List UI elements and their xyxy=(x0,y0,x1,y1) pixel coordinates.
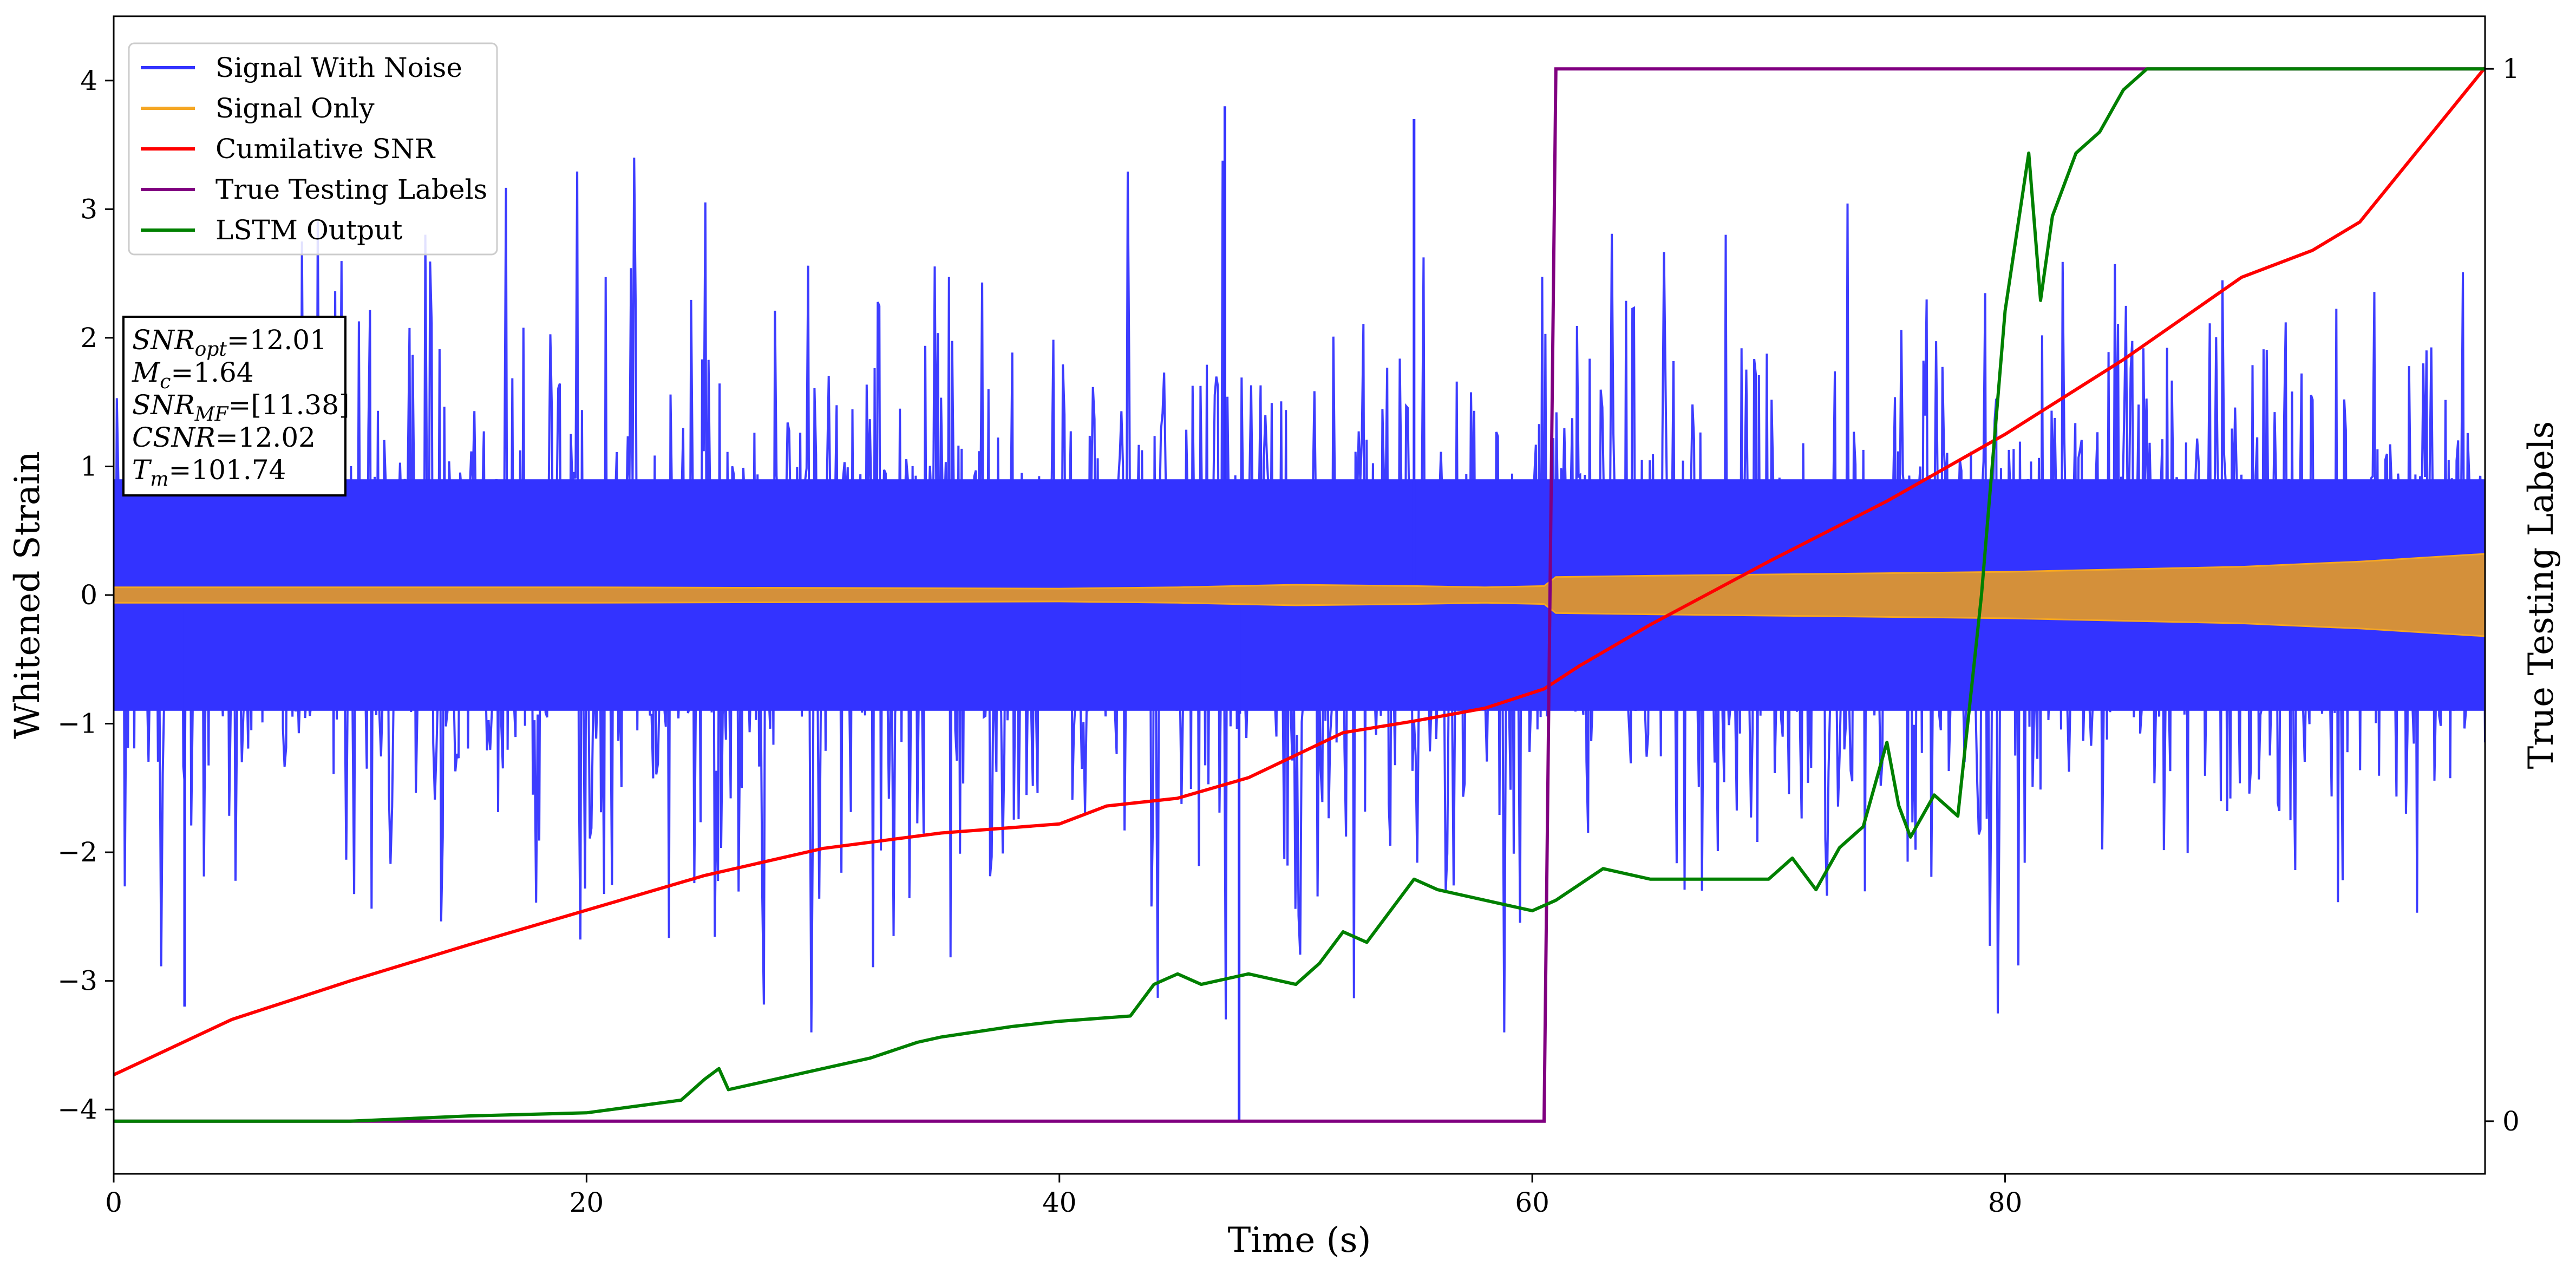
y2-axis-ticks: 01 xyxy=(2485,53,2520,1137)
x-axis-ticks: 0 20 40 60 80 xyxy=(105,1174,2022,1218)
info-symbol: M xyxy=(132,357,161,388)
x-tick-label: 80 xyxy=(1988,1187,2023,1218)
cumulative-snr-series xyxy=(114,67,2485,1076)
x-axis-title: Time (s) xyxy=(1228,1220,1371,1260)
info-subscript: c xyxy=(160,371,171,393)
info-box-frame xyxy=(122,316,346,496)
y-tick-label: 1 xyxy=(80,450,97,482)
info-symbol: T xyxy=(132,454,152,486)
info-value: =[11.38] xyxy=(228,389,350,421)
y-axis-ticks: −4 −3 −2 −1 0 1 2 3 4 xyxy=(57,65,114,1125)
legend-label: LSTM Output xyxy=(215,214,402,246)
legend-label: Signal Only xyxy=(215,93,375,124)
y-tick-label: 4 xyxy=(80,65,97,96)
y2-tick-label: 1 xyxy=(2502,53,2520,84)
info-value: =1.64 xyxy=(171,357,253,388)
legend-label: True Testing Labels xyxy=(215,174,487,205)
y-tick-label: −1 xyxy=(57,708,97,740)
lstm-output-series xyxy=(114,67,2485,1123)
info-line: CSNR=12.02 xyxy=(132,422,316,453)
info-line: Mc=1.64 xyxy=(132,357,254,393)
signal-only-envelope xyxy=(114,553,2485,637)
y-axis-title: Whitened Strain xyxy=(8,451,48,739)
y-tick-label: 0 xyxy=(80,579,97,611)
y-tick-label: −4 xyxy=(57,1094,97,1125)
lstm-output-line xyxy=(114,67,2485,1123)
info-line: Tm=101.74 xyxy=(132,454,286,491)
signal-only-series xyxy=(114,553,2485,637)
info-line: SNRMF=[11.38] xyxy=(132,389,350,426)
x-tick-label: 20 xyxy=(570,1187,604,1218)
info-symbol: SNR xyxy=(132,389,195,421)
y-tick-label: −3 xyxy=(57,965,97,997)
info-value: =12.01 xyxy=(227,324,327,356)
info-box: SNRopt=12.01Mc=1.64SNRMF=[11.38]CSNR=12.… xyxy=(122,316,350,496)
info-symbol: SNR xyxy=(132,324,195,356)
legend-label: Signal With Noise xyxy=(215,52,462,83)
y2-axis-title: True Testing Labels xyxy=(2521,421,2561,769)
info-subscript: MF xyxy=(194,403,230,426)
info-line: SNRopt=12.01 xyxy=(132,324,327,361)
legend-frame xyxy=(128,42,498,256)
legend: Signal With Noise Signal Only Cumilative S… xyxy=(128,42,498,256)
y-tick-label: 2 xyxy=(80,322,97,354)
y-tick-label: −2 xyxy=(57,837,97,868)
info-symbol: CSNR xyxy=(132,422,215,453)
cumulative-snr-line xyxy=(114,67,2485,1076)
info-value: =101.74 xyxy=(169,454,286,486)
y-tick-label: 3 xyxy=(80,193,97,225)
legend-label: Cumilative SNR xyxy=(215,133,435,165)
true-testing-labels-line xyxy=(114,67,2485,1123)
info-subscript: m xyxy=(150,468,168,491)
x-tick-label: 40 xyxy=(1042,1187,1077,1218)
info-subscript: opt xyxy=(195,338,227,361)
x-tick-label: 60 xyxy=(1515,1187,1549,1218)
info-value: =12.02 xyxy=(215,422,316,453)
y2-tick-label: 0 xyxy=(2502,1106,2520,1137)
x-tick-label: 0 xyxy=(105,1187,122,1218)
true-testing-labels-series xyxy=(114,67,2485,1123)
